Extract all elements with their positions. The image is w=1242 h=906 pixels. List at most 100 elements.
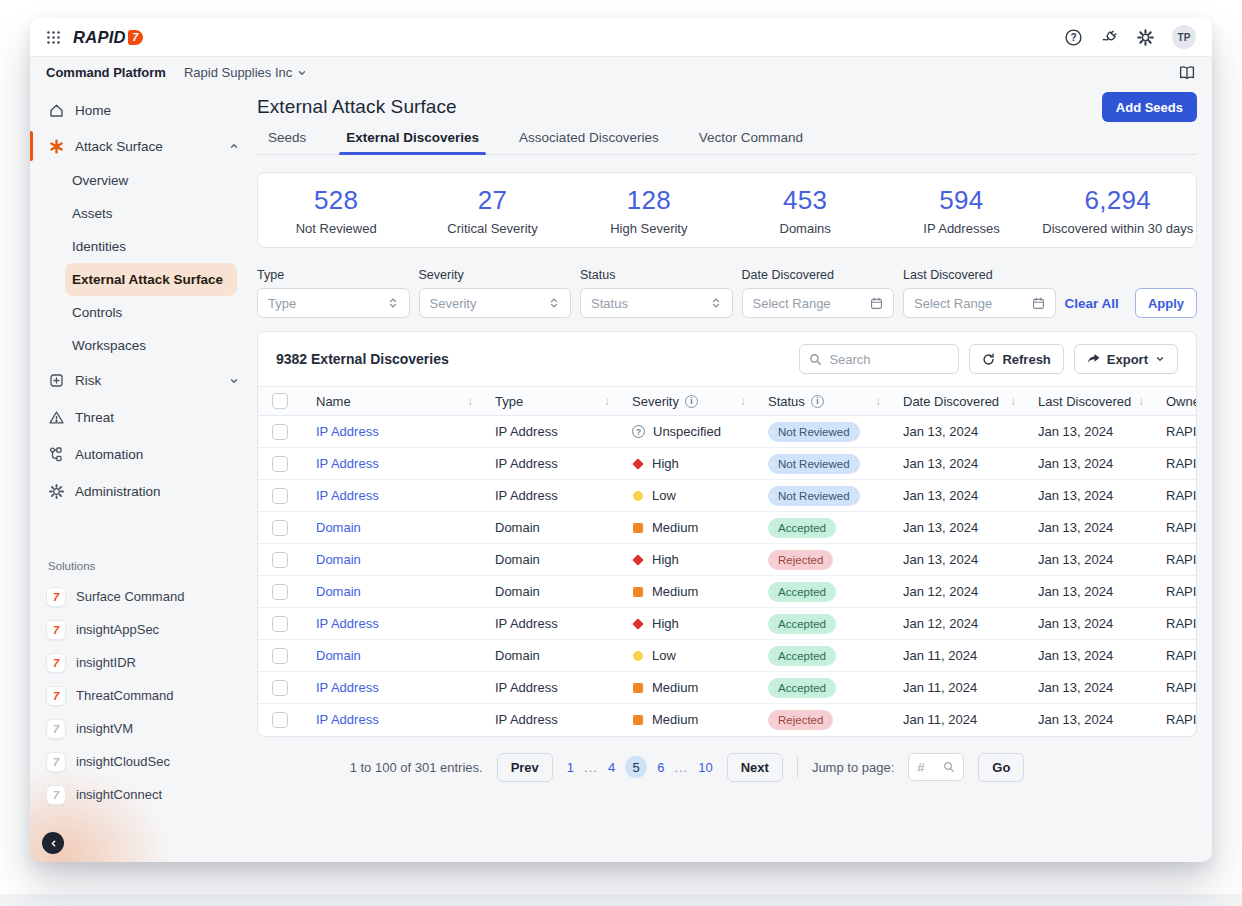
sidebar-item-workspaces[interactable]: Workspaces [30,329,255,362]
page-5-current[interactable]: 5 [625,756,647,778]
clear-all-link[interactable]: Clear All [1065,296,1119,311]
type-select[interactable]: Type [257,288,410,318]
solution-insightconnect[interactable]: 7insightConnect [30,778,255,811]
prev-button[interactable]: Prev [497,753,553,782]
solution-insightappsec[interactable]: 7insightAppSec [30,613,255,646]
severity-select[interactable]: Severity [419,288,572,318]
row-checkbox[interactable] [272,584,288,600]
page-6[interactable]: 6 [657,760,664,775]
row-checkbox[interactable] [272,616,288,632]
sidebar-item-external-attack-surface[interactable]: External Attack Surface [30,263,255,296]
row-checkbox[interactable] [272,712,288,728]
sidebar-item-automation[interactable]: Automation [30,436,255,473]
page-10[interactable]: 10 [698,760,712,775]
tab-associated-discoveries[interactable]: Associated Discoveries [517,125,661,154]
org-bar: Command Platform Rapid Supplies Inc [30,57,1212,88]
add-seeds-button[interactable]: Add Seeds [1102,92,1197,122]
sidebar-item-administration[interactable]: Administration [30,473,255,510]
unfold-icon [710,297,722,309]
sort-icon[interactable]: ↓ [1010,394,1016,408]
rapid7-logo[interactable]: RAPID 7 [73,28,143,47]
sidebar-item-home[interactable]: Home [30,92,255,128]
solution-surface-command[interactable]: 7Surface Command [30,580,255,613]
status-select[interactable]: Status [580,288,733,318]
row-checkbox[interactable] [272,520,288,536]
help-icon[interactable]: ? [1064,28,1083,47]
sidebar-collapse-button[interactable] [42,832,64,854]
table-row: IP Address IP Address Medium Accepted Ja… [258,672,1197,704]
table-row: IP Address IP Address Low Not Reviewed J… [258,480,1197,512]
page-1[interactable]: 1 [567,760,574,775]
name-link[interactable]: IP Address [316,680,379,695]
name-link[interactable]: Domain [316,552,361,567]
tab-seeds[interactable]: Seeds [266,125,308,154]
divider [797,756,798,778]
last-discovered-range[interactable]: Select Range [903,288,1056,318]
jump-to-page-input[interactable]: # [908,753,964,781]
sidebar-item-assets[interactable]: Assets [30,197,255,230]
calendar-icon [870,297,883,310]
solution-insightvm[interactable]: 7insightVM [30,712,255,745]
sidebar-item-identities[interactable]: Identities [30,230,255,263]
row-checkbox[interactable] [272,488,288,504]
pagination-summary: 1 to 100 of 301 entries. [350,760,483,775]
tab-vector-command[interactable]: Vector Command [697,125,805,154]
rapid7-badge-icon: 7 [46,752,66,772]
select-all-checkbox[interactable] [272,393,288,409]
chevron-down-icon [297,68,307,78]
row-checkbox[interactable] [272,648,288,664]
sidebar-item-attack-surface[interactable]: Attack Surface [30,128,255,164]
status-badge: Not Reviewed [768,454,860,474]
row-checkbox[interactable] [272,552,288,568]
solution-threatcommand[interactable]: 7ThreatCommand [30,679,255,712]
app-window: RAPID 7 ? [30,18,1212,862]
sort-icon[interactable]: ↓ [1138,394,1144,408]
search-input[interactable]: Search [799,344,959,374]
sidebar-item-risk[interactable]: Risk [30,362,255,399]
name-link[interactable]: IP Address [316,488,379,503]
apply-button[interactable]: Apply [1135,288,1197,318]
sidebar-item-overview[interactable]: Overview [30,164,255,197]
name-link[interactable]: IP Address [316,712,379,727]
status-badge: Accepted [768,614,836,634]
stats-summary: 528Not Reviewed 27Critical Severity 128H… [257,172,1197,248]
risk-icon [48,372,65,389]
date-discovered-range[interactable]: Select Range [742,288,895,318]
user-avatar[interactable]: TP [1172,25,1196,49]
info-icon[interactable] [685,395,698,408]
settings-gear-icon[interactable] [1136,28,1155,47]
solution-insightcloudsec[interactable]: 7insightCloudSec [30,745,255,778]
info-icon[interactable] [811,395,824,408]
name-link[interactable]: Domain [316,584,361,599]
name-link[interactable]: Domain [316,520,361,535]
row-checkbox[interactable] [272,456,288,472]
name-link[interactable]: IP Address [316,456,379,471]
refresh-button[interactable]: Refresh [969,344,1063,374]
plug-icon[interactable] [1100,28,1119,47]
app-switcher-icon[interactable] [46,30,61,45]
export-button[interactable]: Export [1074,344,1178,374]
sort-icon[interactable]: ↓ [740,394,746,408]
solution-insightidr[interactable]: 7insightIDR [30,646,255,679]
docs-book-icon[interactable] [1178,64,1196,82]
next-button[interactable]: Next [727,753,783,782]
chevron-up-icon [229,141,239,151]
table-row: Domain Domain Low Accepted Jan 11, 2024 … [258,640,1197,672]
name-link[interactable]: Domain [316,648,361,663]
row-checkbox[interactable] [272,424,288,440]
filter-status: Status Status [580,268,733,318]
row-checkbox[interactable] [272,680,288,696]
tab-external-discoveries[interactable]: External Discoveries [344,125,481,154]
sort-icon[interactable]: ↓ [467,394,473,408]
sidebar-item-controls[interactable]: Controls [30,296,255,329]
org-selector[interactable]: Rapid Supplies Inc [184,65,307,80]
go-button[interactable]: Go [978,753,1024,782]
sidebar-item-threat[interactable]: Threat [30,399,255,436]
name-link[interactable]: IP Address [316,616,379,631]
page-4[interactable]: 4 [608,760,615,775]
table-row: IP Address IP Address High Accepted Jan … [258,608,1197,640]
name-link[interactable]: IP Address [316,424,379,439]
rapid7-badge-icon: 7 [46,587,66,607]
sort-icon[interactable]: ↓ [604,394,610,408]
sort-icon[interactable]: ↓ [875,394,881,408]
